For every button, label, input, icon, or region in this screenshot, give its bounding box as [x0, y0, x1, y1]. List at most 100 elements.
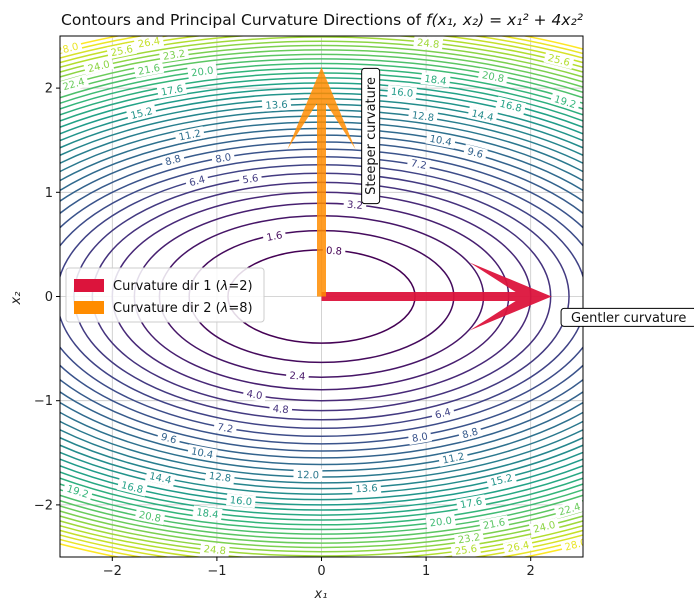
- contour-label-group: 13.6: [351, 481, 382, 495]
- contour-label-group: 6.4: [184, 172, 210, 190]
- contour-label-bg: [450, 541, 481, 557]
- contour-label-group: 20.8: [134, 507, 166, 525]
- contour-label: 12.0: [297, 470, 319, 481]
- contour-label: 5.6: [242, 173, 259, 186]
- contour-label-group: 15.2: [126, 103, 157, 123]
- contour-label: 26.4: [137, 36, 161, 51]
- contour-label-bg: [486, 470, 517, 490]
- contour-label-bg: [133, 60, 165, 78]
- contour-line: [60, 62, 583, 531]
- contour-label-group: 20.0: [425, 513, 456, 529]
- contour-label: 13.6: [265, 100, 288, 112]
- contour-label-group: 13.6: [261, 97, 292, 112]
- y-tick-label: −1: [34, 394, 53, 409]
- contour-label-bg: [156, 81, 188, 99]
- annotation-group: Steeper curvature: [361, 67, 381, 205]
- x-tick-label: 1: [422, 564, 430, 579]
- contour-label-bg: [116, 477, 148, 497]
- contour-label: 6.4: [188, 174, 206, 189]
- x-tick-label: −1: [207, 564, 226, 579]
- contour-label-group: 24.8: [199, 542, 230, 557]
- contour-label: 15.2: [130, 106, 154, 122]
- steeper-curvature-label: Steeper curvature: [364, 77, 379, 195]
- contour-label-group: 7.2: [406, 156, 431, 173]
- contour-label-group: 12.0: [293, 468, 323, 481]
- contour-label: 8.8: [164, 154, 182, 169]
- contour-label: 21.6: [137, 63, 161, 78]
- contour-label: 17.6: [459, 496, 483, 511]
- contour-label-group: 6.4: [430, 404, 456, 422]
- contour-label-group: 28.0: [560, 535, 583, 554]
- contour-label-bg: [553, 499, 583, 519]
- contour-label-group: 16.0: [226, 493, 256, 508]
- contour-label-bg: [262, 228, 287, 245]
- contour-label: 0.8: [326, 246, 343, 258]
- contour-label: 4.0: [246, 389, 264, 403]
- y-axis-label: x₂: [9, 292, 24, 306]
- contour-label-bg: [187, 63, 218, 80]
- contour-label-group: 7.2: [213, 419, 238, 436]
- y-tick-label: −2: [34, 498, 53, 513]
- contour-line: [60, 44, 583, 549]
- contour-label: 6.4: [434, 407, 452, 422]
- contour-label-bg: [211, 150, 236, 166]
- contour-label-group: 8.0: [407, 429, 432, 446]
- contour-label-bg: [268, 402, 293, 417]
- contour-label-bg: [413, 36, 444, 51]
- contour-label-bg: [145, 468, 176, 487]
- contour-label: 10.4: [429, 134, 453, 149]
- contour-label: 25.6: [547, 53, 571, 69]
- contour-label: 12.8: [411, 110, 435, 124]
- contour-label-group: 4.8: [268, 402, 293, 417]
- contour-label: 2.4: [289, 371, 306, 383]
- contour-label: 1.6: [266, 230, 284, 244]
- axis-ticks: −2 −1 0 1 2 −2 −1 0 1 2: [34, 82, 535, 579]
- contour-label-group: 25.6: [450, 541, 481, 557]
- contour-label-group: 26.4: [502, 537, 534, 556]
- contour-label-group: 2.4: [285, 368, 310, 383]
- contour-label: 18.4: [424, 74, 448, 88]
- contour-label-bg: [133, 36, 165, 51]
- contour-label: 20.8: [138, 510, 162, 525]
- contour-label-group: 12.8: [407, 108, 439, 125]
- legend-swatch: [74, 301, 104, 314]
- contour-label-bg: [437, 449, 469, 467]
- contour-label-group: 16.8: [116, 477, 148, 497]
- contour-label: 21.6: [482, 517, 506, 532]
- y-tick-label: 0: [45, 290, 53, 305]
- contour-label-group: 1.6: [262, 228, 287, 245]
- legend: Curvature dir 1 (λ=2) Curvature dir 2 (λ=…: [65, 267, 265, 323]
- contour-label-bg: [495, 96, 527, 116]
- contour-line: [60, 58, 583, 535]
- contour-label: 18.4: [196, 507, 220, 521]
- contour-label-bg: [387, 84, 417, 100]
- contour-label-bg: [106, 41, 138, 60]
- curvature-arrows: [287, 67, 552, 331]
- contour-label-bg: [134, 507, 166, 525]
- contour-label-bg: [160, 151, 186, 169]
- contour-label-bg: [478, 515, 510, 533]
- contour-label-group: 17.6: [156, 81, 188, 99]
- legend-label: Curvature dir 1 (λ=2): [113, 279, 253, 294]
- contour-label: 9.6: [159, 432, 177, 447]
- contour-label: 10.4: [190, 446, 214, 461]
- contour-label-bg: [425, 131, 457, 149]
- contour-label-bg: [242, 386, 267, 403]
- contour-label-bg: [549, 91, 581, 112]
- contour-label-bg: [528, 517, 560, 536]
- contour-label-bg: [184, 172, 210, 190]
- contour-label: 12.8: [208, 471, 232, 485]
- contour-label-bg: [126, 103, 157, 123]
- contour-label: 20.8: [481, 70, 505, 85]
- contour-label-group: 21.6: [478, 515, 510, 533]
- contour-label-group: 14.4: [467, 106, 498, 125]
- annotation-group: Gentler curvature: [560, 307, 694, 327]
- contour-label-bg: [186, 444, 218, 462]
- contour-label-group: 18.4: [420, 71, 451, 88]
- contour-label-bg: [407, 108, 439, 125]
- x-axis-label: x₁: [314, 587, 328, 602]
- contour-label-bg: [158, 46, 190, 63]
- contour-label-group: 16.8: [495, 96, 527, 116]
- contour-label-bg: [293, 468, 323, 481]
- contour-label-bg: [467, 106, 498, 125]
